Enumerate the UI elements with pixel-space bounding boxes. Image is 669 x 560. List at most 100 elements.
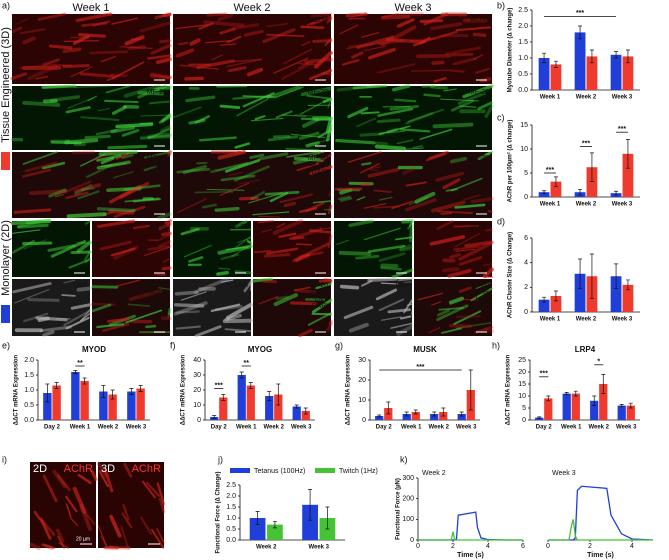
- texture: [442, 267, 460, 273]
- stain-label: DAPI: [312, 169, 328, 176]
- texture: [364, 45, 386, 52]
- texture: [298, 61, 310, 69]
- texture: [394, 98, 417, 103]
- texture: [110, 125, 136, 134]
- texture: [91, 285, 119, 289]
- bar: [411, 412, 420, 420]
- texture: [347, 106, 369, 119]
- sig-label: ***: [215, 382, 223, 389]
- texture: [309, 69, 333, 81]
- stain-label: AChR: [470, 162, 489, 169]
- y-tick-label: 15: [518, 381, 526, 388]
- x-tick-label: Week 1: [540, 202, 561, 208]
- error-bar: [553, 176, 558, 187]
- texture: [324, 38, 332, 46]
- texture: [156, 482, 166, 506]
- texture: [104, 469, 114, 493]
- stain-label: DAPI: [312, 303, 328, 310]
- y-tick-label: 2.0: [24, 357, 34, 364]
- texture: [373, 189, 392, 193]
- texture: [62, 47, 82, 54]
- texture: [193, 277, 229, 294]
- bar: [71, 372, 80, 420]
- texture: [458, 241, 493, 261]
- texture: [37, 12, 67, 21]
- texture: [22, 241, 53, 246]
- texture: [295, 253, 311, 262]
- texture: [297, 62, 320, 66]
- y-tick-label: 0.0: [226, 537, 236, 544]
- texture: [201, 203, 218, 209]
- texture: [167, 310, 171, 318]
- texture: [123, 84, 161, 98]
- texture: [76, 286, 92, 292]
- texture: [450, 177, 483, 192]
- texture: [407, 221, 413, 230]
- texture: [49, 95, 81, 102]
- error-bar: [589, 253, 594, 299]
- error-bar: [212, 415, 217, 419]
- y-tick-label: 2.0: [518, 23, 528, 30]
- texture: [43, 543, 55, 550]
- x-tick-label: Week 2: [588, 425, 609, 431]
- sig-label: ***: [416, 364, 424, 371]
- texture: [41, 84, 77, 89]
- texture: [22, 36, 36, 45]
- stain-label: MF-20: [469, 282, 489, 289]
- error-bar: [628, 402, 633, 409]
- texture: [398, 12, 425, 17]
- texture: [444, 46, 482, 56]
- texture: [266, 22, 289, 28]
- error-bar: [276, 383, 281, 406]
- texture: [206, 188, 245, 191]
- texture: [343, 305, 374, 320]
- stain-label: DAPI: [151, 303, 167, 310]
- texture: [431, 60, 445, 65]
- texture: [440, 212, 453, 215]
- texture: [260, 228, 273, 233]
- y-tick-label: 0: [362, 417, 366, 424]
- texture: [258, 152, 289, 161]
- sig-label: *: [597, 359, 600, 366]
- x-tick-label: Week 2: [256, 545, 277, 551]
- texture: [23, 239, 47, 250]
- texture: [396, 18, 415, 28]
- texture: [298, 328, 313, 338]
- texture: [457, 92, 486, 105]
- texture: [430, 200, 466, 213]
- texture: [351, 51, 364, 59]
- texture: [125, 309, 163, 324]
- texture: [304, 57, 333, 64]
- texture: [109, 184, 142, 204]
- texture: [139, 21, 171, 33]
- error-bar: [308, 489, 313, 521]
- texture: [151, 528, 165, 549]
- texture: [253, 250, 272, 254]
- stain-label: MF-20: [308, 282, 328, 289]
- texture: [194, 190, 234, 194]
- x-tick-label: Week 3: [612, 317, 633, 323]
- stain-label: AChR: [470, 224, 489, 231]
- y-tick-label: 2: [524, 284, 528, 291]
- texture: [178, 41, 189, 46]
- texture: [355, 254, 380, 260]
- texture: [336, 85, 368, 92]
- sig-label: ***: [618, 126, 626, 133]
- texture: [387, 308, 411, 314]
- y-tick-label: 0.5: [518, 71, 528, 78]
- line-series: [418, 511, 523, 541]
- stain-label: DAPI: [151, 169, 167, 176]
- texture: [104, 99, 139, 104]
- texture: [301, 40, 311, 47]
- stain-label: MF-20: [469, 89, 489, 96]
- texture: [72, 34, 90, 45]
- stain-label: DAPI: [473, 303, 489, 310]
- texture: [462, 84, 494, 99]
- texture: [414, 191, 436, 204]
- texture: [55, 528, 65, 544]
- texture: [477, 101, 493, 111]
- texture: [227, 66, 247, 73]
- texture: [17, 17, 29, 25]
- texture: [282, 48, 313, 65]
- texture: [101, 162, 127, 167]
